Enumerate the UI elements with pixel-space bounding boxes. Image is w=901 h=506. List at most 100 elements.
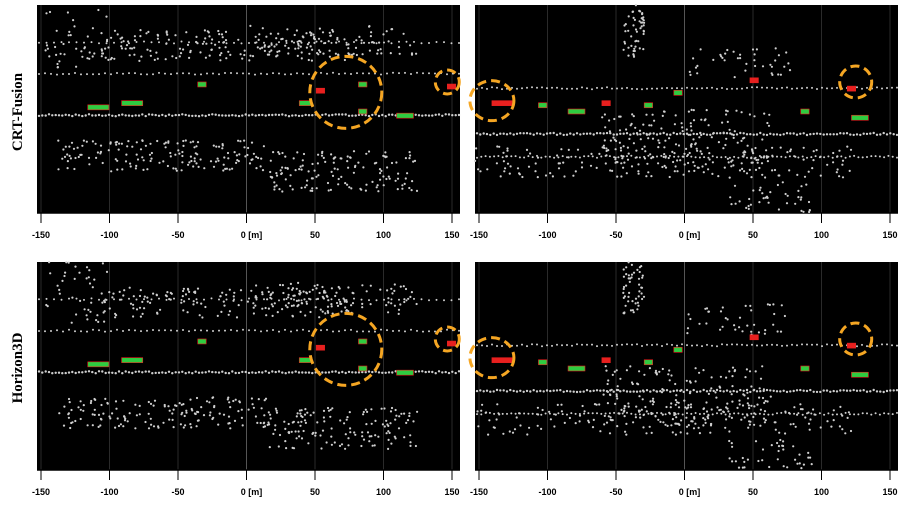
point bbox=[153, 425, 155, 427]
point bbox=[632, 309, 634, 311]
point bbox=[652, 156, 654, 158]
point bbox=[780, 74, 782, 76]
point bbox=[607, 379, 609, 381]
point bbox=[352, 302, 354, 304]
row-label: Horizon3D bbox=[10, 332, 26, 403]
point bbox=[636, 343, 638, 345]
point bbox=[268, 114, 270, 116]
point bbox=[717, 175, 719, 177]
point bbox=[168, 39, 170, 41]
point bbox=[789, 390, 791, 392]
point bbox=[218, 33, 220, 35]
point bbox=[642, 426, 644, 428]
point bbox=[561, 410, 563, 412]
point bbox=[286, 28, 288, 30]
point bbox=[707, 147, 709, 149]
point bbox=[218, 330, 220, 332]
point bbox=[700, 134, 702, 136]
point bbox=[665, 413, 667, 415]
point bbox=[386, 73, 388, 75]
point bbox=[661, 87, 663, 89]
point bbox=[516, 390, 518, 392]
point bbox=[735, 203, 737, 205]
point bbox=[123, 289, 125, 291]
point bbox=[416, 411, 418, 413]
point bbox=[302, 329, 304, 331]
point bbox=[371, 41, 373, 43]
point bbox=[58, 412, 60, 414]
point bbox=[149, 143, 151, 145]
point bbox=[293, 42, 295, 44]
point bbox=[523, 132, 525, 134]
point bbox=[619, 129, 621, 131]
point bbox=[673, 414, 675, 416]
point bbox=[742, 156, 744, 158]
point bbox=[622, 155, 624, 157]
tick-label: -150 bbox=[32, 230, 50, 240]
point bbox=[841, 164, 843, 166]
point bbox=[387, 297, 389, 299]
point bbox=[844, 432, 846, 434]
point bbox=[500, 175, 502, 177]
point bbox=[663, 110, 665, 112]
point bbox=[764, 421, 766, 423]
point bbox=[696, 148, 698, 150]
point bbox=[249, 55, 251, 57]
point bbox=[800, 210, 802, 212]
point bbox=[657, 162, 659, 164]
point bbox=[248, 59, 250, 61]
point bbox=[650, 157, 652, 159]
point bbox=[365, 190, 367, 192]
point bbox=[340, 176, 342, 178]
point bbox=[285, 114, 287, 116]
point bbox=[390, 410, 392, 412]
point bbox=[761, 459, 763, 461]
point bbox=[45, 49, 47, 51]
point bbox=[633, 272, 635, 274]
point bbox=[777, 458, 779, 460]
point bbox=[351, 115, 353, 117]
point bbox=[582, 405, 584, 407]
point bbox=[566, 390, 568, 392]
point bbox=[284, 45, 286, 47]
point bbox=[505, 155, 507, 157]
point bbox=[438, 370, 440, 372]
point bbox=[708, 152, 710, 154]
point bbox=[125, 160, 127, 162]
point bbox=[557, 404, 559, 406]
point bbox=[280, 173, 282, 175]
point bbox=[839, 389, 841, 391]
point bbox=[827, 412, 829, 414]
point bbox=[696, 344, 698, 346]
point bbox=[623, 49, 625, 51]
point bbox=[51, 372, 53, 374]
point bbox=[363, 411, 365, 413]
point bbox=[338, 286, 340, 288]
point bbox=[575, 156, 577, 158]
point bbox=[298, 299, 300, 301]
point bbox=[846, 146, 848, 148]
point bbox=[689, 318, 691, 320]
point bbox=[38, 330, 40, 332]
point bbox=[327, 306, 329, 308]
point bbox=[630, 413, 632, 415]
point bbox=[759, 189, 761, 191]
point bbox=[267, 287, 269, 289]
point bbox=[404, 330, 406, 332]
point bbox=[365, 423, 367, 425]
point bbox=[532, 156, 534, 158]
point bbox=[736, 88, 738, 90]
point bbox=[415, 371, 417, 373]
point bbox=[564, 422, 566, 424]
point bbox=[180, 302, 182, 304]
point bbox=[591, 88, 593, 90]
point bbox=[886, 343, 888, 345]
point bbox=[331, 42, 333, 44]
point bbox=[253, 312, 255, 314]
point bbox=[760, 409, 762, 411]
point bbox=[117, 417, 119, 419]
point bbox=[308, 371, 310, 373]
detection-box bbox=[538, 103, 546, 108]
point bbox=[86, 314, 88, 316]
point bbox=[252, 55, 254, 57]
